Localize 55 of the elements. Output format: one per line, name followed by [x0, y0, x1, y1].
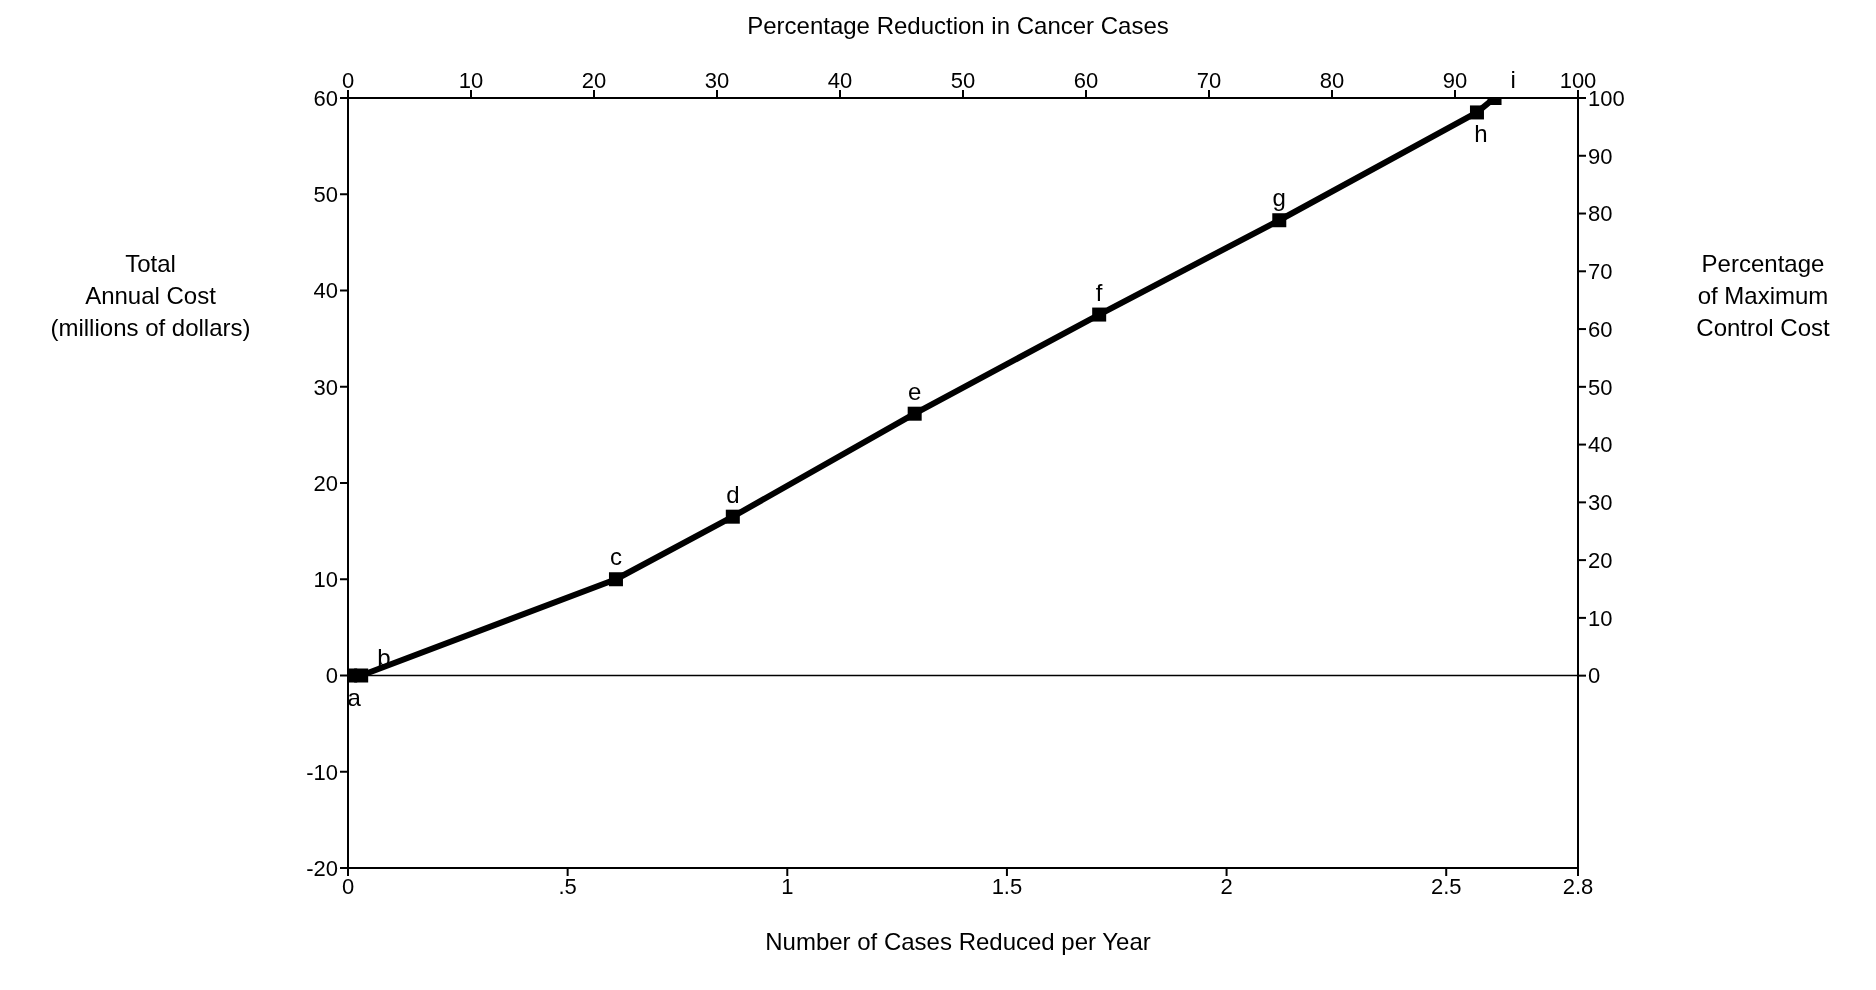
y2-tick-label: 70	[1588, 259, 1613, 285]
annotation: c	[609, 543, 622, 571]
y-tick-label: 0	[325, 663, 338, 689]
y2-tick-label: 0	[1588, 663, 1601, 689]
x2-tick-label: 60	[1073, 68, 1099, 93]
x2-tick-label: 0	[341, 68, 355, 93]
y2-tick-label: 40	[1588, 432, 1613, 458]
y2-tick-label: 10	[1588, 605, 1613, 631]
x-tick-label: 2	[1220, 873, 1233, 899]
point	[1092, 307, 1107, 322]
x-tick-label: .5	[558, 873, 577, 899]
x-tick-label: 1.5	[991, 873, 1023, 899]
point	[725, 509, 740, 524]
y2-tick-label: 30	[1588, 490, 1613, 516]
y-tick-label: 20	[313, 470, 338, 496]
y-tick-label: 40	[313, 278, 338, 304]
y-tick-label: -20	[306, 855, 338, 881]
annotation: f	[1095, 278, 1103, 306]
x-axis-title: Number of Cases Reduced per Year	[764, 928, 1152, 956]
point	[1469, 105, 1484, 120]
y2-tick-label: 50	[1588, 374, 1613, 400]
x2-tick-label: 80	[1319, 68, 1345, 93]
y-tick-label: 60	[313, 85, 338, 111]
y-tick-label: -10	[306, 759, 338, 785]
y-tick-label: 50	[313, 182, 338, 208]
y-tick-label: 30	[313, 374, 338, 400]
x2-tick-label: 40	[827, 68, 853, 93]
x2-tick-label: 10	[458, 68, 484, 93]
x-tick-label: 2.8	[1562, 873, 1594, 899]
x-tick-label: 1	[781, 873, 794, 899]
annotation: i	[1510, 66, 1516, 93]
y-tick-label: 10	[313, 567, 338, 593]
annotation: h	[1474, 120, 1488, 148]
x2-tick-label: 90	[1442, 68, 1468, 93]
x2-tick-label: 30	[704, 68, 730, 93]
y2-axis-title: Percentage of Maximum Control Cost	[1695, 249, 1831, 343]
annotation: a	[347, 683, 362, 711]
y2-tick-label: 20	[1588, 547, 1613, 573]
annotation: g	[1272, 184, 1286, 212]
x2-tick-label: 50	[950, 68, 976, 93]
y2-tick-label: 60	[1588, 316, 1613, 342]
x2-tick-label: 70	[1196, 68, 1222, 93]
point	[907, 406, 922, 421]
annotation: e	[908, 377, 922, 405]
x2-axis-title: Percentage Reduction in Cancer Cases	[746, 12, 1170, 40]
x-tick-label: 2.5	[1430, 873, 1462, 899]
x-tick-label: 0	[341, 873, 355, 899]
point	[1272, 213, 1287, 228]
y-axis-title: Total Annual Cost (millions of dollars)	[49, 249, 252, 343]
point	[608, 572, 623, 587]
y2-tick-label: 90	[1588, 143, 1613, 169]
point	[354, 668, 369, 683]
y2-tick-label: 80	[1588, 201, 1613, 227]
annotation: d	[726, 480, 740, 508]
x2-tick-label: 20	[581, 68, 607, 93]
